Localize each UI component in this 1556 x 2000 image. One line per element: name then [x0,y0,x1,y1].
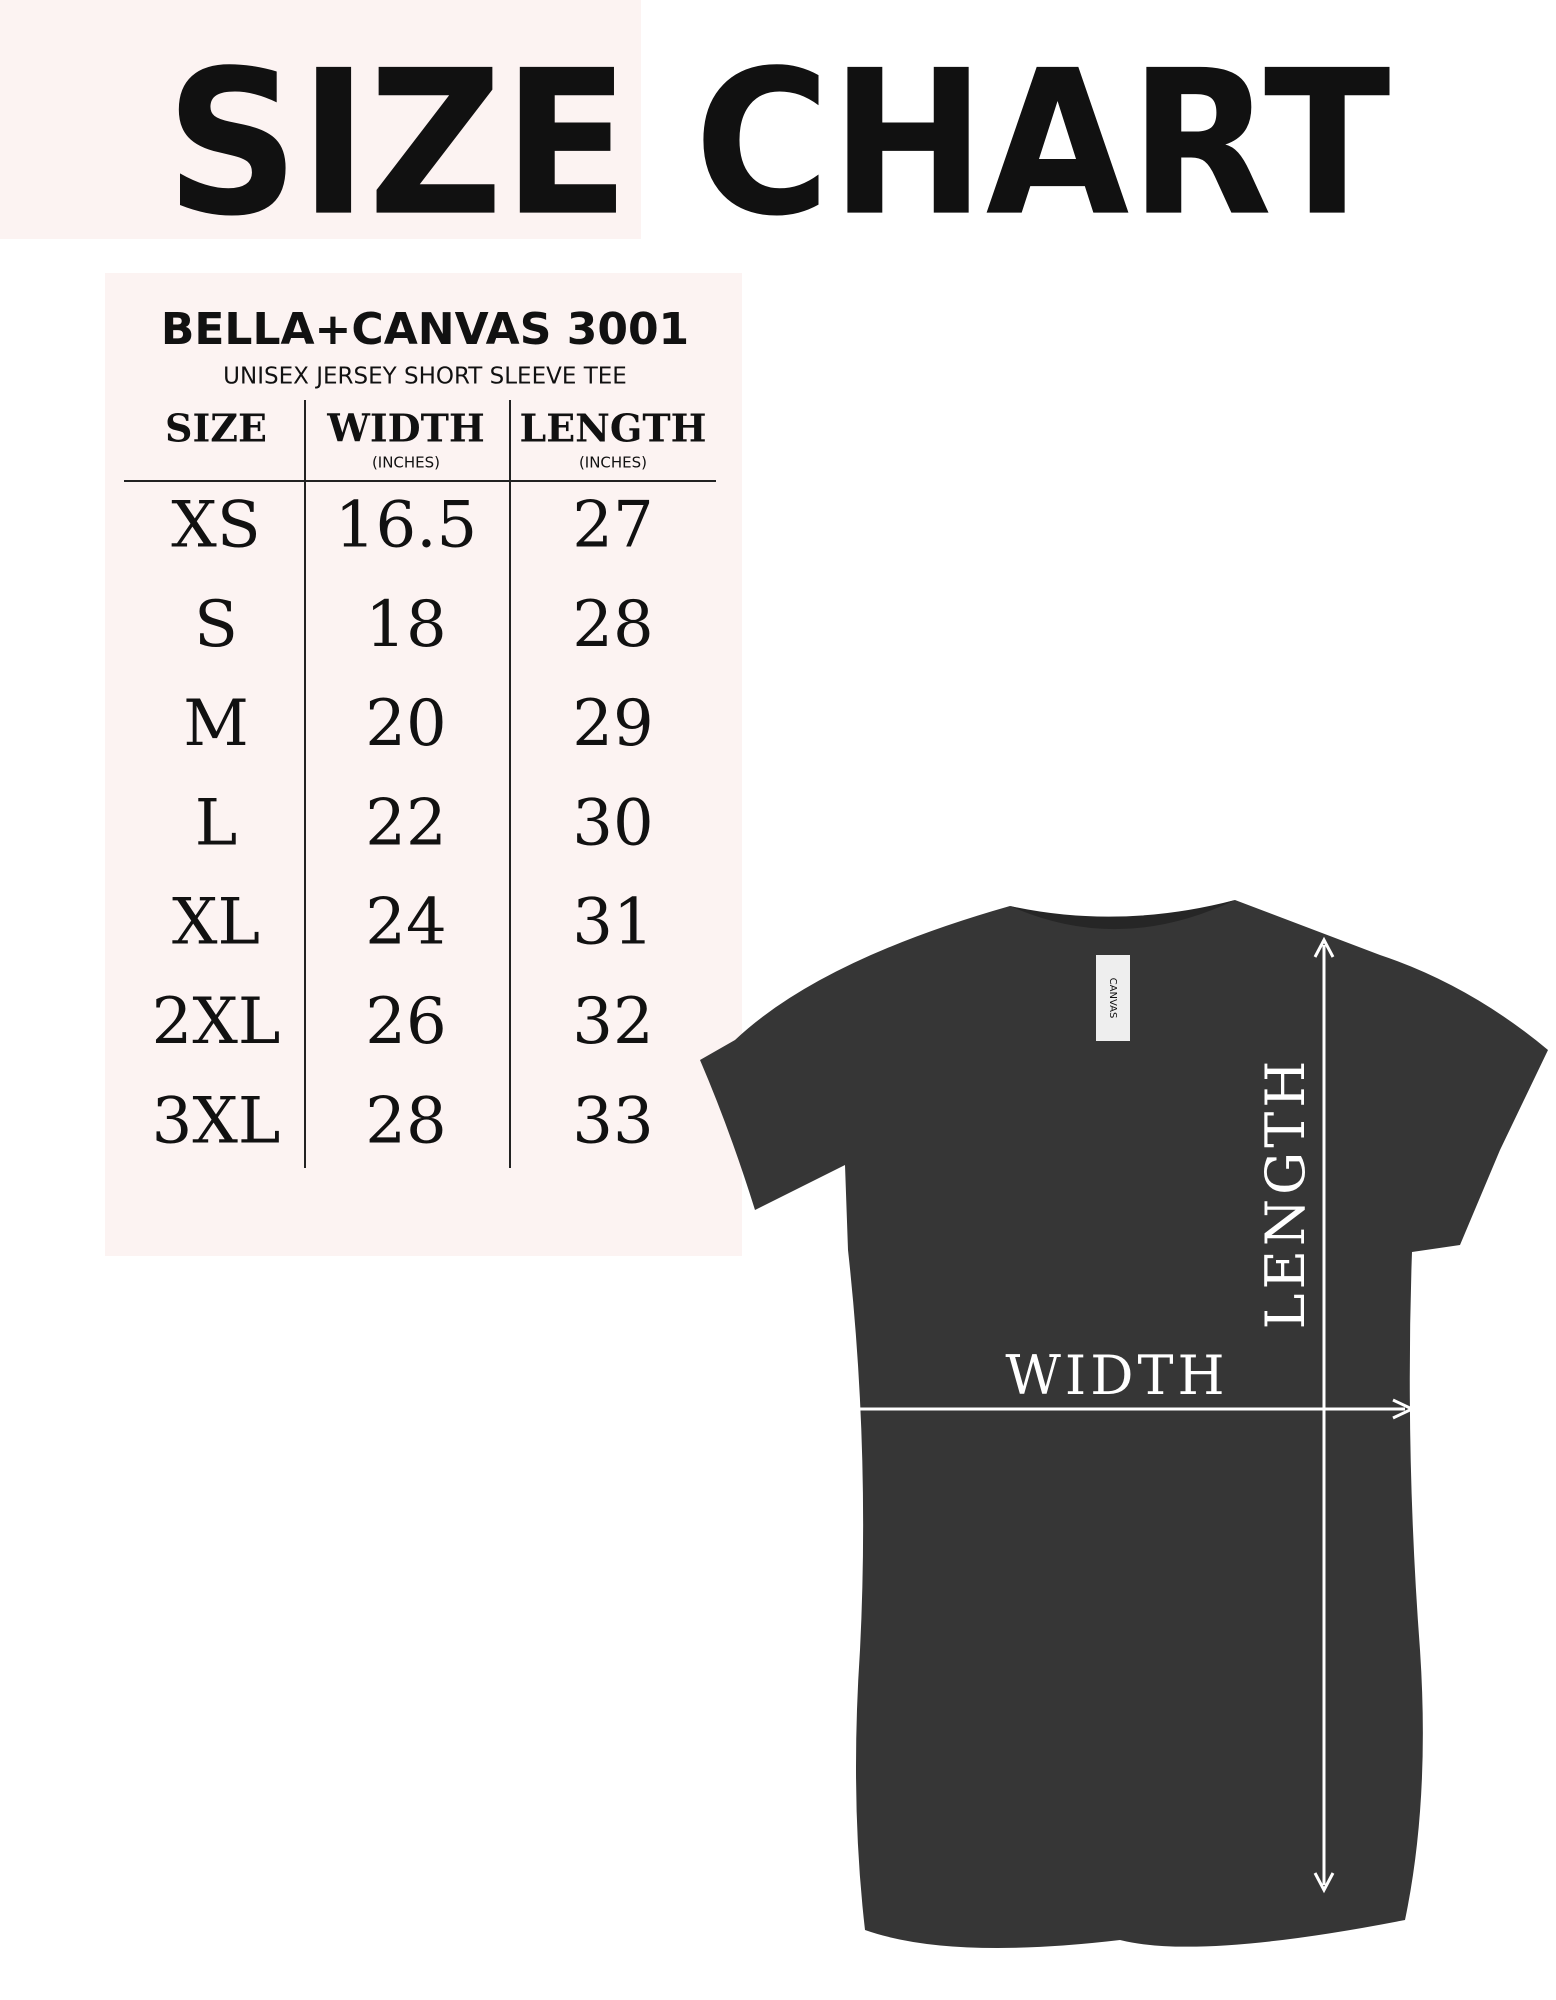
width-label: WIDTH [1005,1344,1228,1407]
shirt: CANVAS WIDTH LENGTH [700,900,1548,1948]
measure-cell: 20 [365,687,446,761]
measure-cell: 22 [365,786,446,860]
measure-cell: 27 [572,489,653,563]
size-cell: L [195,786,238,860]
size-cell: 2XL [152,985,281,1059]
length-arrowheads [1313,936,1335,1894]
measure-cell: 16.5 [335,489,478,563]
measure-cell: 29 [572,687,653,761]
measure-cell: 28 [572,588,653,662]
shirt-collar [1010,900,1235,930]
measure-cell: 31 [572,886,653,960]
size-cell: XS [171,489,260,563]
table-body: SIZE WIDTH (INCHES) LENGTH (INCHES) XS 16.5 27 S… [152,406,707,1159]
subtitle: UNISEX JERSEY SHORT SLEEVE TEE [223,364,627,390]
brand: BELLA+CANVAS 3001 [161,304,689,355]
column-header: WIDTH [326,406,485,451]
column-unit: (INCHES) [579,454,647,472]
shirt-tag [1096,955,1130,1041]
measure-cell: 24 [365,886,446,960]
table-panel [105,273,742,1256]
column-header: SIZE [165,406,267,451]
size-cell: 3XL [152,1084,281,1158]
page-title: SIZE CHART [166,28,1391,261]
measure-cell: 18 [365,588,446,662]
shirt-body [700,900,1548,1948]
column-unit: (INCHES) [372,454,440,472]
size-cell: M [183,687,249,761]
size-cell: S [194,588,238,662]
size-cell: XL [172,886,260,960]
column-header: LENGTH [519,406,706,451]
measure-cell: 33 [572,1084,653,1158]
title-background [0,0,641,239]
measure-cell: 32 [572,985,653,1059]
tag-text: CANVAS [1107,978,1118,1019]
length-label: LENGTH [1254,1057,1317,1330]
measure-cell: 30 [572,786,653,860]
measure-cell: 26 [365,985,446,1059]
measure-cell: 28 [365,1084,446,1158]
width-arrowheads [829,1398,1416,1420]
